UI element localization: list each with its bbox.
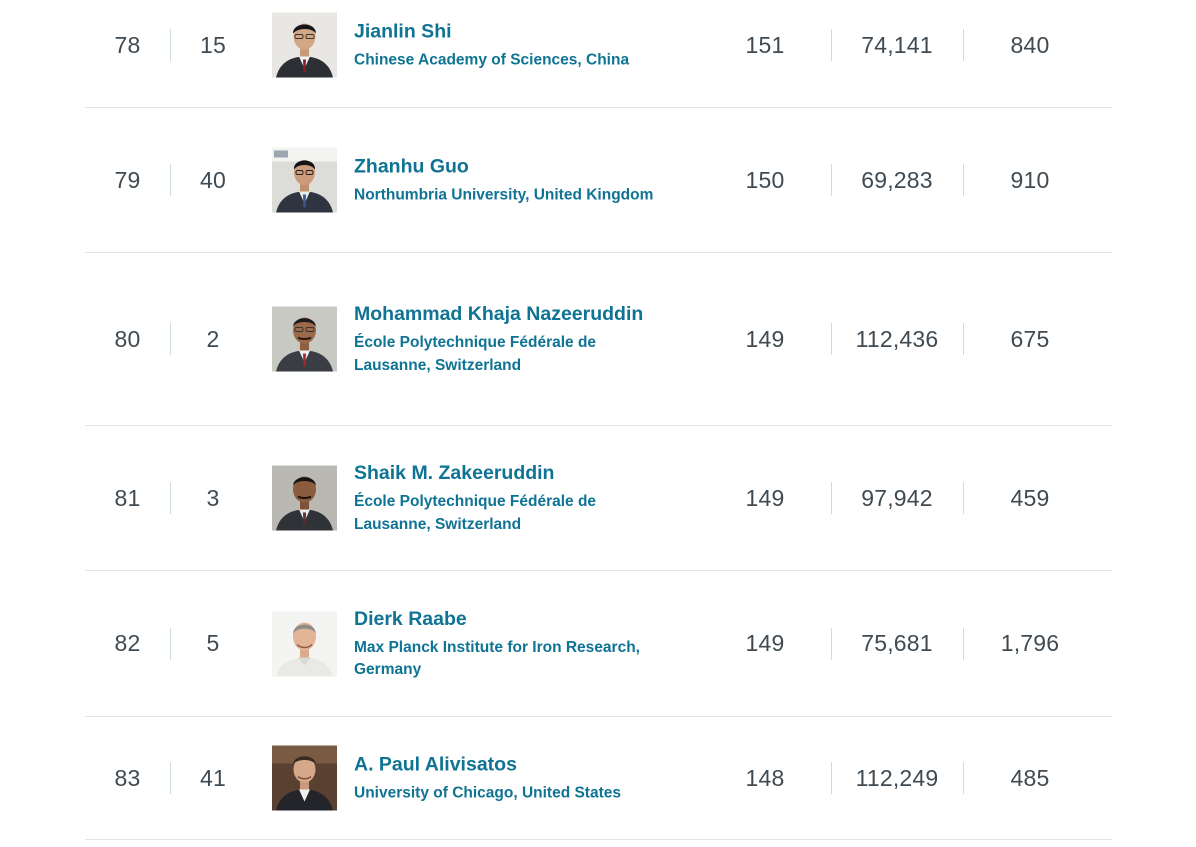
h-index-value: 149	[745, 484, 785, 511]
national-rank: 15	[200, 31, 226, 58]
scientist-name-link[interactable]: Shaik M. Zakeeruddin	[354, 462, 555, 484]
citations-value: 112,249	[855, 764, 939, 791]
column-divider	[170, 164, 171, 196]
scientist-info: Shaik M. Zakeeruddin École Polytechnique…	[354, 460, 664, 536]
scientist-photo[interactable]	[272, 745, 337, 811]
portrait-image	[272, 306, 337, 372]
scientist-info: Jianlin Shi Chinese Academy of Sciences,…	[354, 18, 664, 72]
scientist-photo[interactable]	[272, 465, 337, 531]
column-divider	[170, 762, 171, 794]
column-divider	[831, 323, 832, 355]
citations-value: 75,681	[861, 630, 933, 656]
scientist-info: Mohammad Khaja Nazeeruddin École Polytec…	[354, 301, 664, 377]
institution-link[interactable]: Northumbria University, United Kingdom	[354, 186, 654, 204]
publications-value: 485	[1010, 764, 1050, 791]
publications-value: 910	[1010, 166, 1050, 193]
citations-value: 97,942	[861, 484, 933, 511]
column-divider	[963, 482, 964, 514]
column-divider	[963, 164, 964, 196]
table-row: 79 40 Zhanhu Guo Northumbria University,…	[85, 108, 1112, 253]
publications-value: 840	[1010, 31, 1050, 58]
column-divider	[831, 164, 832, 196]
table-row: 82 5 Dierk Raabe Max Planck Institute fo…	[85, 571, 1112, 717]
h-index-value: 150	[745, 166, 785, 193]
national-rank: 40	[200, 166, 226, 193]
portrait-image	[272, 12, 337, 78]
h-index-value: 151	[745, 31, 785, 58]
h-index-value: 148	[745, 764, 785, 791]
scientist-photo[interactable]	[272, 12, 337, 78]
world-rank: 81	[114, 484, 141, 511]
portrait-image	[272, 745, 337, 811]
portrait-image	[272, 465, 337, 531]
institution-link[interactable]: Chinese Academy of Sciences, China	[354, 51, 630, 69]
table-row: 78 15 Jianlin Shi Chinese Academy of Sci…	[85, 0, 1112, 108]
scientist-photo[interactable]	[272, 306, 337, 372]
publications-value: 1,796	[1000, 630, 1060, 656]
national-rank: 2	[206, 325, 220, 352]
world-rank: 79	[114, 166, 141, 193]
institution-link[interactable]: University of Chicago, United States	[354, 784, 621, 802]
column-divider	[963, 762, 964, 794]
citations-value: 112,436	[855, 325, 939, 352]
scientist-info: Zhanhu Guo Northumbria University, Unite…	[354, 153, 664, 207]
scientist-name-link[interactable]: Mohammad Khaja Nazeeruddin	[354, 303, 644, 325]
column-divider	[831, 627, 832, 660]
scientist-photo[interactable]	[272, 611, 337, 676]
table-row: 80 2 Mohammad Khaja Nazeeruddin École Po…	[85, 253, 1112, 426]
institution-link[interactable]: Max Planck Institute for Iron Research, …	[354, 638, 640, 679]
column-divider	[831, 762, 832, 794]
h-index-value: 149	[745, 630, 785, 656]
scientist-info: Dierk Raabe Max Planck Institute for Iro…	[354, 606, 664, 682]
scientist-name-link[interactable]: Dierk Raabe	[354, 607, 467, 630]
world-rank: 80	[114, 325, 141, 352]
scientist-photo[interactable]	[272, 147, 337, 213]
national-rank: 41	[200, 764, 226, 791]
institution-link[interactable]: École Polytechnique Fédérale de Lausanne…	[354, 334, 597, 374]
column-divider	[831, 482, 832, 514]
column-divider	[831, 29, 832, 61]
h-index-value: 149	[745, 325, 785, 352]
table-row: 81 3 Shaik M. Zakeeruddin École Polytech…	[85, 426, 1112, 571]
national-rank: 5	[206, 630, 220, 656]
citations-value: 74,141	[861, 31, 933, 58]
column-divider	[170, 29, 171, 61]
table-row: 83 41 A. Paul Alivisatos University of C…	[85, 717, 1112, 840]
column-divider	[963, 627, 964, 660]
institution-link[interactable]: École Polytechnique Fédérale de Lausanne…	[354, 493, 597, 533]
scientist-name-link[interactable]: Zhanhu Guo	[354, 155, 469, 178]
scientist-info: A. Paul Alivisatos University of Chicago…	[354, 751, 664, 805]
column-divider	[963, 323, 964, 355]
publications-value: 675	[1010, 325, 1050, 352]
world-rank: 82	[114, 630, 141, 656]
column-divider	[170, 323, 171, 355]
column-divider	[170, 482, 171, 514]
citations-value: 69,283	[861, 166, 933, 193]
publications-value: 459	[1010, 484, 1050, 511]
scientist-name-link[interactable]: Jianlin Shi	[354, 20, 452, 43]
column-divider	[963, 29, 964, 61]
column-divider	[170, 627, 171, 660]
world-rank: 78	[114, 31, 141, 58]
scientist-name-link[interactable]: A. Paul Alivisatos	[354, 753, 517, 776]
portrait-image	[272, 147, 337, 213]
portrait-image	[272, 611, 337, 676]
national-rank: 3	[206, 484, 220, 511]
world-rank: 83	[114, 764, 141, 791]
